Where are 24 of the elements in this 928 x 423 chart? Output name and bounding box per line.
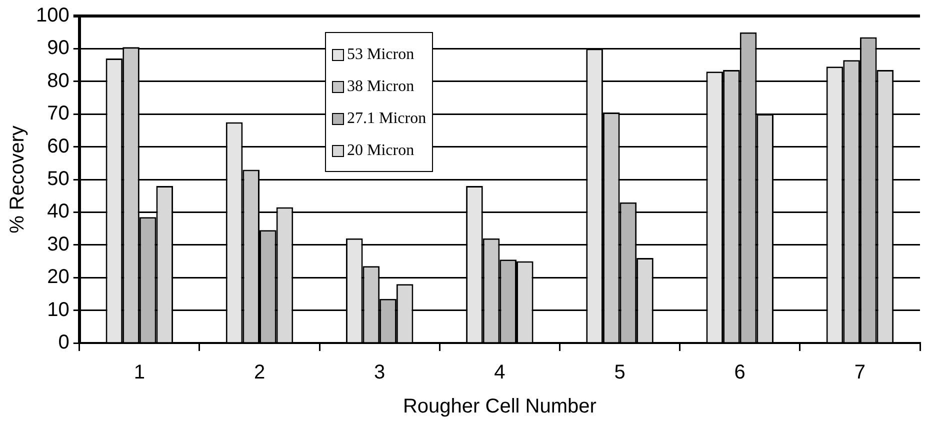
y-tick-label: 100: [36, 4, 70, 27]
x-tick-label: 4: [494, 362, 506, 384]
y-tick-label: 30: [47, 233, 70, 256]
x-tick-label: 2: [254, 362, 266, 384]
legend-label: 53 Micron: [347, 46, 414, 64]
y-tick-label: 90: [47, 37, 70, 60]
x-axis-title: Rougher Cell Number: [402, 396, 597, 418]
legend-label: 38 Micron: [347, 78, 414, 96]
x-tick-label: 3: [374, 362, 386, 384]
y-tick-label: 0: [58, 332, 70, 354]
x-tick-label: 5: [614, 362, 626, 384]
y-tick-label: 50: [47, 168, 70, 190]
y-tick-label: 70: [47, 102, 70, 125]
x-tick-label: 7: [854, 362, 866, 384]
x-tick-label: 6: [734, 362, 746, 384]
legend-label: 20 Micron: [347, 142, 414, 160]
x-tick-label: 1: [134, 362, 145, 384]
y-tick-label: 40: [47, 200, 70, 223]
y-axis-title: % Recovery: [6, 126, 29, 234]
y-tick-label: 20: [47, 266, 70, 288]
y-tick-label: 80: [47, 70, 70, 92]
legend-label: 27.1 Micron: [347, 110, 426, 128]
y-tick-label: 10: [47, 298, 70, 321]
y-tick-label: 60: [47, 135, 70, 158]
